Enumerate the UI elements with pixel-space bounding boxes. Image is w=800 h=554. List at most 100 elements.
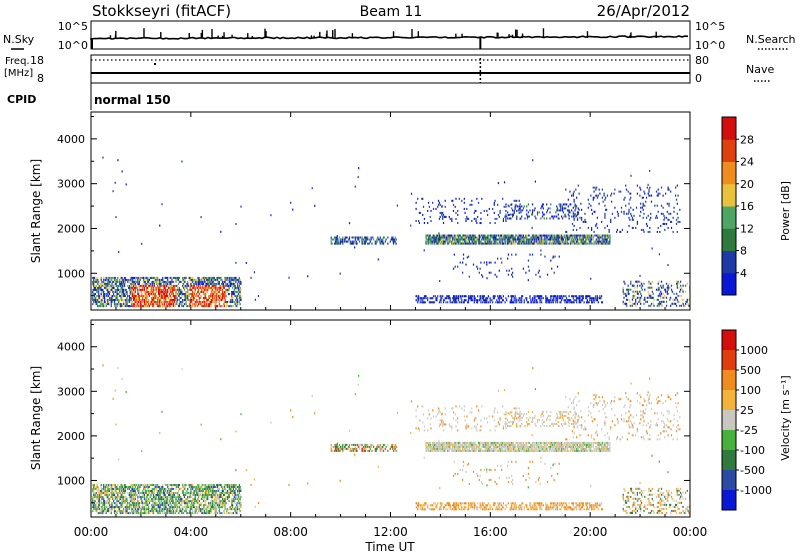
velocity-cell <box>93 506 96 509</box>
power-cell <box>554 299 556 302</box>
power-cell <box>507 204 509 207</box>
power-cell <box>662 292 664 295</box>
velocity-cell <box>121 512 123 515</box>
power-cell <box>673 206 675 209</box>
velocity-cell <box>147 504 149 507</box>
power-cell <box>648 194 650 197</box>
power-cell <box>202 276 204 279</box>
power-cell <box>669 296 671 299</box>
power-cell <box>547 238 549 241</box>
power-cell <box>636 284 639 287</box>
power-cell <box>453 297 455 300</box>
power-cell <box>467 217 470 220</box>
power-cell <box>158 278 160 281</box>
power-cell <box>513 236 515 239</box>
power-cell <box>230 284 232 287</box>
velocity-cell <box>160 508 162 511</box>
velocity-cell <box>190 490 192 493</box>
power-cell <box>92 276 94 279</box>
power-cell <box>540 242 542 245</box>
velocity-cell <box>142 492 144 495</box>
y-tick-label: 2000 <box>57 222 85 235</box>
power-cell <box>452 297 454 300</box>
power-cell <box>575 188 577 191</box>
power-cell <box>123 278 125 281</box>
power-cell <box>642 208 644 211</box>
power-cell <box>504 240 506 243</box>
power-cell <box>123 276 126 279</box>
velocity-cell <box>167 484 169 487</box>
velocity-cell <box>145 506 147 509</box>
power-cell <box>167 284 169 287</box>
power-cell <box>629 304 631 307</box>
velocity-cell <box>105 484 107 487</box>
velocity-cell <box>132 488 134 491</box>
power-cell <box>202 282 205 285</box>
power-cell <box>521 234 523 237</box>
power-cell <box>204 297 206 300</box>
power-cell <box>601 196 604 199</box>
power-cell <box>607 240 609 243</box>
power-cell <box>110 288 112 291</box>
power-cell <box>473 299 475 302</box>
power-cell <box>562 295 564 298</box>
velocity-cell <box>151 500 153 503</box>
velocity-cell <box>141 512 143 515</box>
power-cell <box>137 291 139 294</box>
power-cell <box>353 240 356 243</box>
power-cell <box>499 211 501 214</box>
power-cell <box>519 238 521 241</box>
power-cell <box>577 240 579 243</box>
velocity-cell <box>105 502 107 505</box>
power-cell <box>140 288 142 291</box>
velocity-cell <box>151 510 153 513</box>
power-cell <box>169 288 171 291</box>
power-cell <box>587 198 589 201</box>
power-cell <box>202 293 205 296</box>
power-cell <box>108 286 111 289</box>
power-cell <box>658 280 660 283</box>
power-cell <box>467 242 470 245</box>
power-cell <box>130 282 132 285</box>
power-cell <box>170 291 172 294</box>
power-cell <box>105 293 107 296</box>
power-cell <box>109 299 111 302</box>
power-cell <box>534 301 536 304</box>
power-cell <box>203 305 205 308</box>
power-cell <box>137 276 139 279</box>
power-cell <box>117 159 119 162</box>
velocity-cell <box>143 508 145 511</box>
velocity-cell <box>120 512 122 515</box>
power-cell <box>541 215 544 218</box>
power-cell <box>647 183 649 186</box>
velocity-cell <box>93 494 95 497</box>
velocity-cell <box>118 492 120 495</box>
power-cell <box>113 278 116 281</box>
power-cell <box>348 238 350 241</box>
power-cell <box>464 242 466 245</box>
velocity-cell <box>141 500 143 503</box>
power-cell <box>649 286 651 289</box>
power-cell <box>457 234 460 237</box>
power-cell <box>485 236 487 239</box>
power-cell <box>518 211 520 214</box>
velocity-cell <box>119 496 121 499</box>
power-cell <box>214 303 216 306</box>
velocity-cell <box>174 506 176 509</box>
power-cell <box>151 286 153 289</box>
velocity-cell <box>133 484 135 487</box>
power-cell <box>110 297 112 300</box>
velocity-cell <box>118 500 120 503</box>
power-cell <box>686 300 688 303</box>
power-cell <box>483 299 485 302</box>
power-cell <box>186 305 188 308</box>
velocity-cell <box>134 512 136 515</box>
power-cell <box>151 299 153 302</box>
power-cell <box>578 295 580 298</box>
power-cell <box>526 299 528 302</box>
power-cell <box>212 284 215 287</box>
velocity-cell <box>102 510 104 513</box>
power-cell <box>455 197 457 200</box>
power-cell <box>543 240 545 243</box>
